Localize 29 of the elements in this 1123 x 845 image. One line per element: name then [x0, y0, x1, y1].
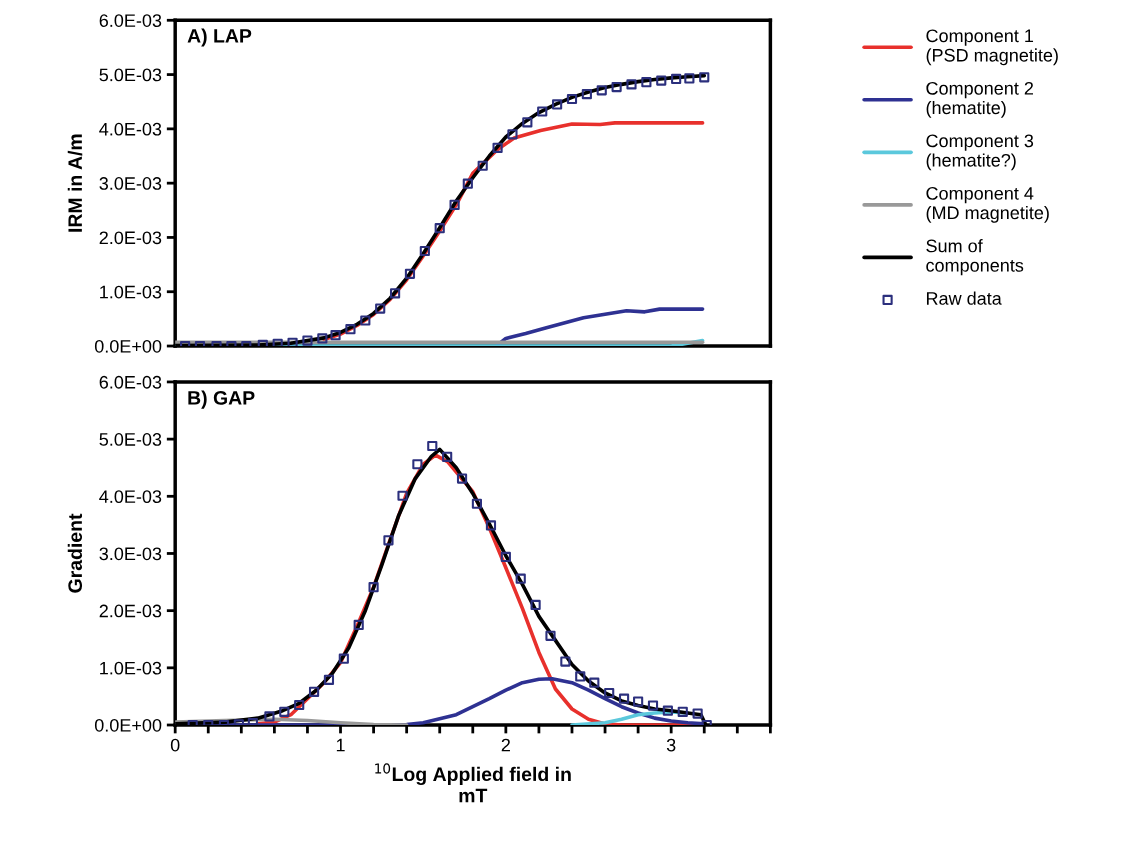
x-tick-label: 0	[170, 738, 180, 752]
legend-label: Component 2 (hematite)	[926, 81, 1033, 118]
y-tick-label: 5.0E-03	[99, 433, 162, 446]
x-tick-label: 2	[501, 738, 510, 752]
y-tick-label: 2.0E-03	[99, 604, 162, 618]
legend-label: Sum of components	[926, 239, 1024, 276]
y-tick-label: 1.0E-03	[100, 285, 162, 299]
y-tick-label: 6.0E-03	[99, 14, 162, 27]
legend-label: Raw data	[926, 291, 1002, 305]
y-tick-label: 0.0E+00	[94, 339, 162, 353]
y-tick-label: 2.0E-03	[99, 231, 162, 245]
y-tick-label: 4.0E-03	[99, 122, 162, 136]
x-axis-title: $^{10}$Log Applied field in mT	[375, 763, 571, 803]
y-tick-label: 6.0E-03	[99, 375, 162, 389]
y-tick-label: 3.0E-03	[99, 547, 162, 561]
legend-label: Component 3 (hematite?)	[926, 134, 1034, 171]
chart-title: A) LAP	[187, 28, 252, 47]
x-tick-label: 1	[336, 738, 345, 752]
legend-label: Component 1 (PSD magnetite)	[926, 29, 1058, 66]
y-tick-label: 0.0E+00	[94, 718, 162, 732]
y-tick-label: 3.0E-03	[99, 177, 162, 190]
y-tick-label: 4.0E-03	[99, 490, 162, 504]
y-tick-label: 1.0E-03	[100, 661, 162, 675]
y-axis-title: Gradient	[67, 513, 83, 593]
y-axis-title: IRM in A/m	[67, 134, 83, 232]
x-tick-label: 3	[666, 738, 676, 752]
legend-label: Component 4 (MD magnetite)	[926, 186, 1049, 223]
chart-title: B) GAP	[188, 390, 255, 409]
y-tick-label: 5.0E-03	[99, 68, 162, 82]
